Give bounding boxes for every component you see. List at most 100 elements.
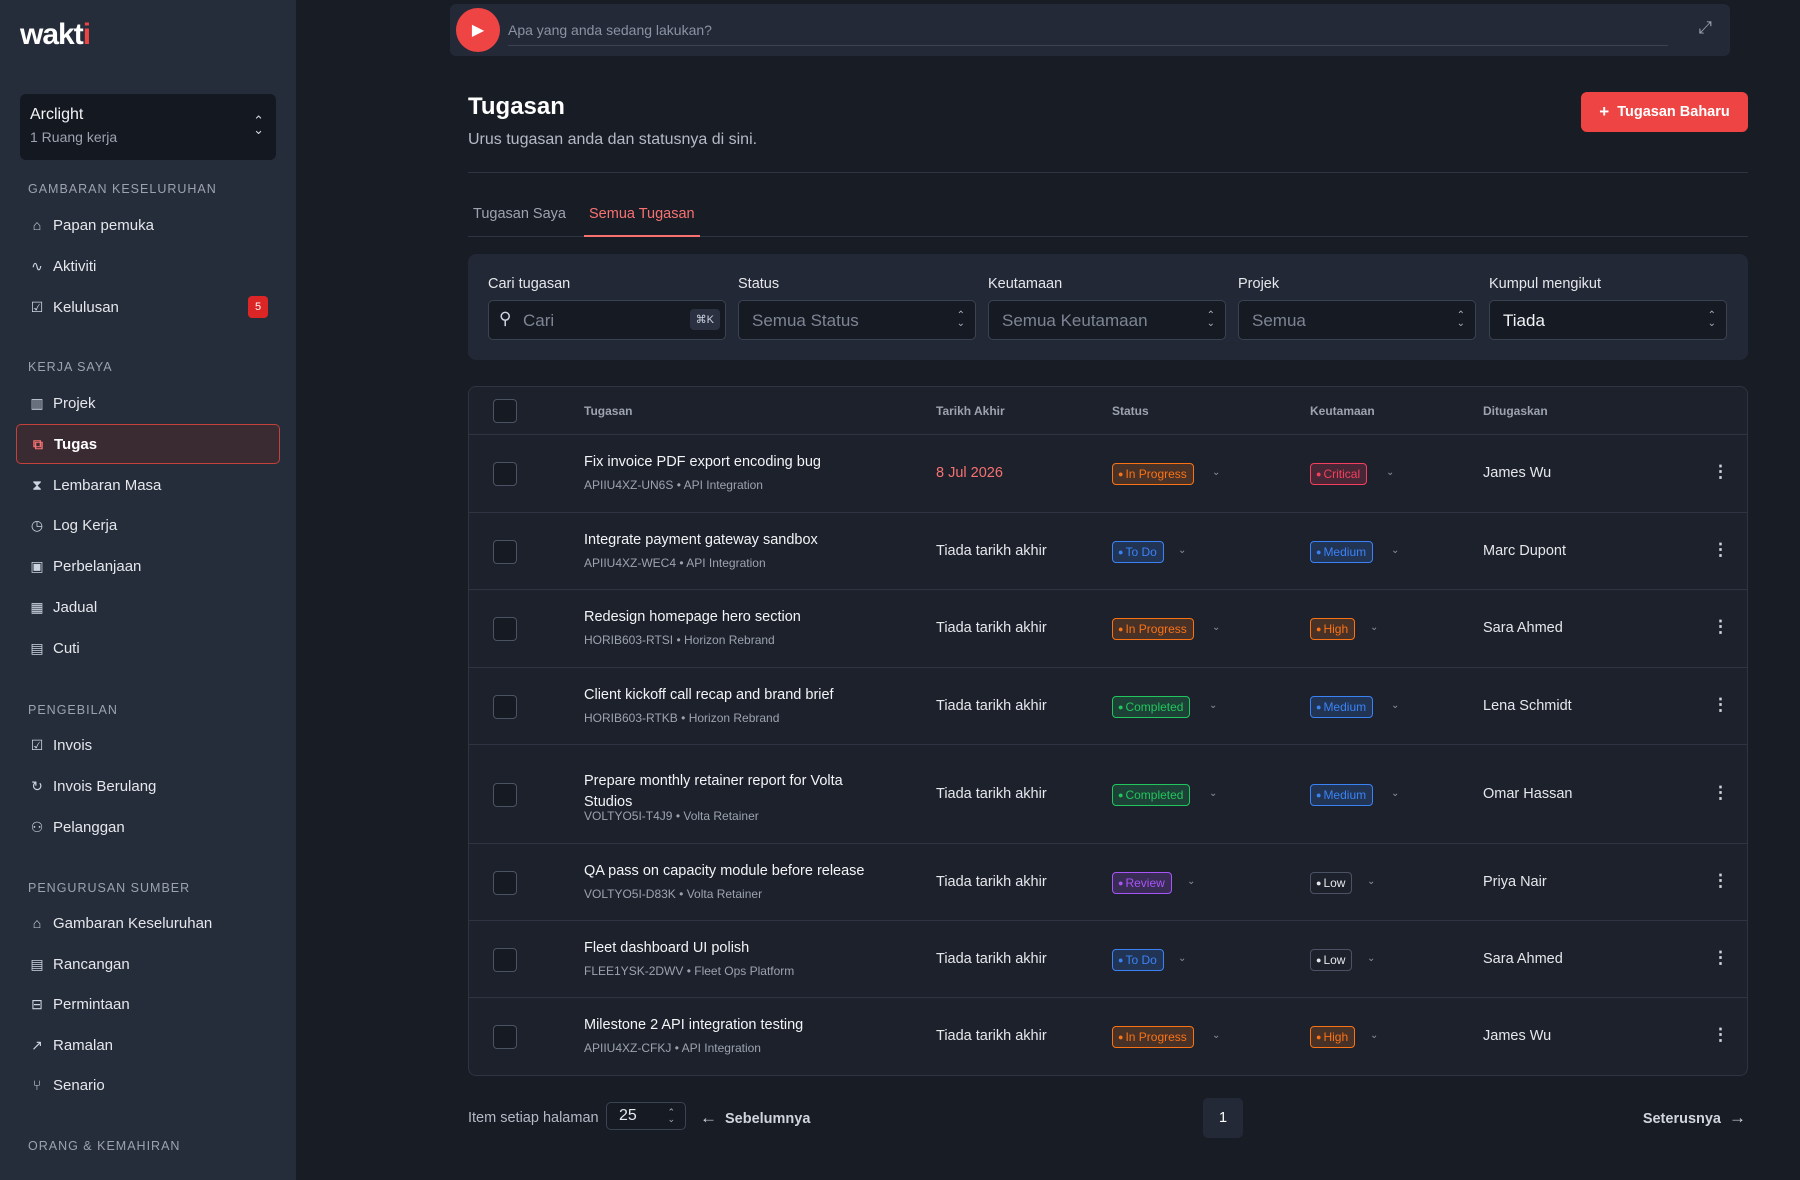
column-due[interactable]: Tarikh Akhir	[936, 404, 1005, 418]
expand-icon[interactable]: ⤢	[1698, 18, 1712, 37]
sidebar-item-log-kerja[interactable]: ◷ Log Kerja	[16, 505, 280, 545]
chevron-down-icon[interactable]: ⌄	[1367, 875, 1376, 887]
app-logo[interactable]: wakti	[20, 18, 91, 51]
task-name[interactable]: Client kickoff call recap and brand brie…	[584, 686, 834, 703]
next-page-button[interactable]: Seterusnya →	[1643, 1108, 1746, 1128]
chevron-down-icon[interactable]: ⌄	[1391, 787, 1400, 799]
chevron-down-icon[interactable]: ⌄	[1212, 1029, 1221, 1041]
status-badge[interactable]: ● Review	[1112, 871, 1172, 894]
search-input[interactable]: ⚲ Cari ⌘K	[488, 300, 726, 340]
chevron-down-icon[interactable]: ⌄	[1209, 699, 1218, 711]
chevron-down-icon[interactable]: ⌄	[1187, 875, 1196, 887]
more-options-icon[interactable]: ⋮	[1712, 462, 1729, 481]
status-badge[interactable]: ● In Progress	[1112, 1025, 1194, 1048]
more-options-icon[interactable]: ⋮	[1712, 947, 1729, 967]
project-filter-select[interactable]: Semua ⌃ ⌄	[1238, 300, 1476, 340]
row-checkbox[interactable]	[493, 870, 517, 895]
status-filter-select[interactable]: Semua Status ⌃ ⌄	[738, 300, 976, 340]
page-button-1[interactable]: 1	[1203, 1098, 1243, 1138]
more-options-icon[interactable]: ⋮	[1712, 1024, 1729, 1044]
sidebar-item-permintaan[interactable]: ⊟ Permintaan	[16, 984, 280, 1024]
task-name[interactable]: Redesign homepage hero section	[584, 609, 801, 625]
row-checkbox[interactable]	[493, 694, 517, 719]
priority-badge[interactable]: ● Critical	[1310, 463, 1368, 485]
column-task[interactable]: Tugasan	[584, 404, 633, 418]
chevron-down-icon[interactable]: ⌄	[1367, 952, 1376, 964]
sidebar-item-aktiviti[interactable]: ∿ Aktiviti	[16, 246, 280, 286]
workspace-switcher[interactable]: Arclight 1 Ruang kerja ⌃ ⌄	[20, 94, 276, 160]
tab-all-tasks[interactable]: Semua Tugasan	[589, 206, 695, 222]
more-options-icon[interactable]: ⋮	[1712, 539, 1729, 559]
task-name[interactable]: Fleet dashboard UI polish	[584, 939, 750, 956]
sidebar-item-senario[interactable]: ⑂ Senario	[16, 1065, 280, 1105]
previous-page-button[interactable]: ← Sebelumnya	[700, 1108, 810, 1128]
sidebar-item-perbelanjaan[interactable]: ▣ Perbelanjaan	[16, 546, 280, 586]
chevron-down-icon[interactable]: ⌄	[1370, 622, 1379, 633]
row-checkbox[interactable]	[493, 782, 517, 807]
task-name[interactable]: Milestone 2 API integration testing	[584, 1016, 804, 1033]
status-badge[interactable]: ● In Progress	[1112, 618, 1194, 640]
sidebar-item-papan-pemuka[interactable]: ⌂ Papan pemuka	[16, 205, 280, 245]
status-badge[interactable]: ● In Progress	[1112, 463, 1194, 485]
row-checkbox[interactable]	[493, 617, 517, 641]
status-badge[interactable]: ● Completed	[1112, 783, 1191, 806]
chevron-down-icon[interactable]: ⌄	[1370, 1029, 1379, 1041]
priority-badge[interactable]: ● Medium	[1310, 783, 1374, 806]
sidebar-item-tugas[interactable]: ⧉ Tugas	[16, 424, 280, 464]
column-priority[interactable]: Keutamaan	[1310, 404, 1375, 418]
sidebar-item-kelulusan[interactable]: ☑ Kelulusan 5	[16, 287, 280, 327]
table-row[interactable]: Redesign homepage hero section HORIB603-R…	[469, 590, 1747, 668]
sidebar-item-projek[interactable]: ▥ Projek	[16, 383, 280, 423]
priority-filter-select[interactable]: Semua Keutamaan ⌃ ⌄	[988, 300, 1226, 340]
row-checkbox[interactable]	[493, 539, 517, 564]
chevron-down-icon[interactable]: ⌄	[1212, 467, 1221, 478]
chevron-down-icon[interactable]: ⌄	[1209, 787, 1218, 799]
chevron-down-icon[interactable]: ⌄	[1391, 699, 1400, 711]
chevron-down-icon[interactable]: ⌄	[1391, 544, 1400, 556]
chevron-down-icon[interactable]: ⌄	[1178, 952, 1187, 964]
sidebar-item-lembaran-masa[interactable]: ⧗ Lembaran Masa	[16, 465, 280, 505]
table-row[interactable]: Integrate payment gateway sandbox APIIU4X…	[469, 513, 1747, 590]
table-row[interactable]: Client kickoff call recap and brand brie…	[469, 668, 1747, 745]
timer-description-input[interactable]: Apa yang anda sedang lakukan?	[508, 18, 1668, 46]
priority-badge[interactable]: ● High	[1310, 1025, 1356, 1048]
more-options-icon[interactable]: ⋮	[1712, 617, 1729, 636]
status-badge[interactable]: ● Completed	[1112, 695, 1191, 718]
more-options-icon[interactable]: ⋮	[1712, 694, 1729, 714]
priority-badge[interactable]: ● Low	[1310, 871, 1353, 894]
table-row[interactable]: Fix invoice PDF export encoding bug APIIU…	[469, 435, 1747, 513]
sidebar-item-rancangan[interactable]: ▤ Rancangan	[16, 944, 280, 984]
per-page-select[interactable]: 25 ⌃ ⌄	[606, 1102, 686, 1130]
table-row[interactable]: QA pass on capacity module before releas…	[469, 844, 1747, 921]
sidebar-item-jadual[interactable]: ▦ Jadual	[16, 587, 280, 627]
play-icon[interactable]: ▶	[456, 8, 500, 52]
task-name[interactable]: Integrate payment gateway sandbox	[584, 531, 818, 548]
sidebar-item-cuti[interactable]: ▤ Cuti	[16, 628, 280, 668]
new-task-button[interactable]: + Tugasan Baharu	[1581, 92, 1748, 132]
column-status[interactable]: Status	[1112, 404, 1149, 418]
row-checkbox[interactable]	[493, 1024, 517, 1049]
row-checkbox[interactable]	[493, 462, 517, 486]
select-all-checkbox[interactable]	[493, 399, 517, 423]
group-by-select[interactable]: Tiada ⌃ ⌄	[1489, 300, 1727, 340]
task-name[interactable]: Fix invoice PDF export encoding bug	[584, 454, 821, 470]
task-name[interactable]: Prepare monthly retainer report for Volt…	[584, 773, 843, 810]
chevron-down-icon[interactable]: ⌄	[1178, 544, 1187, 556]
row-checkbox[interactable]	[493, 947, 517, 972]
sidebar-item-gambaran-keseluruhan[interactable]: ⌂ Gambaran Keseluruhan	[16, 903, 280, 943]
table-row[interactable]: Milestone 2 API integration testing APIIU…	[469, 998, 1747, 1075]
column-assignee[interactable]: Ditugaskan	[1483, 404, 1548, 418]
chevron-down-icon[interactable]: ⌄	[1386, 467, 1395, 478]
table-row[interactable]: Prepare monthly retainer report for Volt…	[469, 745, 1747, 844]
priority-badge[interactable]: ● Medium	[1310, 540, 1374, 563]
sidebar-item-invois[interactable]: ☑ Invois	[16, 725, 280, 765]
status-badge[interactable]: ● To Do	[1112, 948, 1164, 971]
sidebar-item-pelanggan[interactable]: ⚇ Pelanggan	[16, 807, 280, 847]
priority-badge[interactable]: ● Low	[1310, 948, 1353, 971]
more-options-icon[interactable]: ⋮	[1712, 870, 1729, 890]
sidebar-item-ramalan[interactable]: ↗ Ramalan	[16, 1025, 280, 1065]
status-badge[interactable]: ● To Do	[1112, 540, 1164, 563]
table-row[interactable]: Fleet dashboard UI polish FLEE1YSK-2DWV •…	[469, 921, 1747, 998]
priority-badge[interactable]: ● Medium	[1310, 695, 1374, 718]
sidebar-item-invois-berulang[interactable]: ↻ Invois Berulang	[16, 766, 280, 806]
